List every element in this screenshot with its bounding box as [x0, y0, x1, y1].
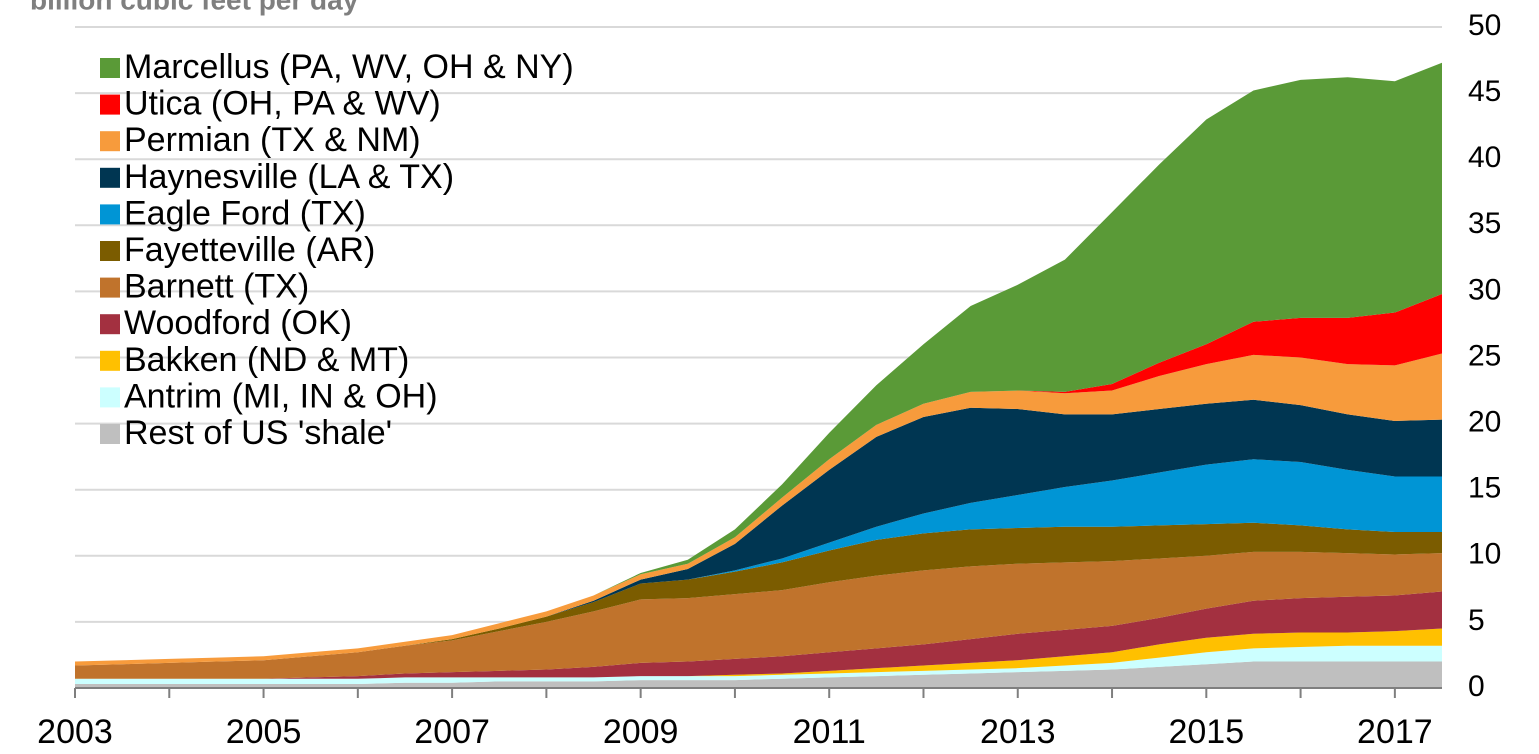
y-tick-label: 35 [1468, 207, 1501, 240]
legend-label: Rest of US 'shale' [124, 414, 392, 452]
y-tick-label: 20 [1468, 406, 1501, 439]
legend-label: Haynesville (LA & TX) [124, 158, 454, 196]
x-tick-label: 2017 [1357, 713, 1433, 751]
x-tick-label: 2015 [1168, 713, 1244, 751]
legend-swatch [100, 131, 120, 152]
legend-swatch [100, 277, 120, 298]
legend-label: Eagle Ford (TX) [124, 194, 366, 232]
area [75, 628, 1442, 679]
y-tick-label: 30 [1468, 273, 1501, 306]
y-tick-label: 40 [1468, 141, 1501, 174]
legend-label: Utica (OH, PA & WV) [124, 85, 441, 123]
legend-swatch [100, 314, 120, 335]
x-tick-label: 2007 [414, 713, 490, 751]
legend-swatch [100, 241, 120, 261]
y-tick-label: 50 [1468, 9, 1501, 42]
area [75, 62, 1442, 662]
legend-label: Barnett (TX) [124, 268, 309, 306]
area [75, 645, 1442, 685]
area [75, 353, 1442, 666]
legend-swatch [100, 424, 120, 444]
legend-label: Fayetteville (AR) [124, 231, 375, 269]
x-tick-label: 2013 [980, 713, 1056, 751]
area [75, 661, 1442, 688]
y-tick-label: 5 [1468, 604, 1485, 637]
x-tick-label: 2005 [226, 713, 302, 751]
x-tick-label: 2003 [37, 713, 113, 751]
y-tick-label: 10 [1468, 538, 1501, 571]
areas [75, 62, 1442, 688]
legend: Marcellus (PA, WV, OH & NY)Utica (OH, PA… [100, 48, 574, 452]
area [75, 551, 1442, 679]
area [75, 591, 1442, 679]
y-tick-label: 0 [1468, 670, 1485, 703]
grid [75, 26, 1442, 623]
legend-label: Marcellus (PA, WV, OH & NY) [124, 48, 574, 86]
y-tick-label: 25 [1468, 339, 1501, 372]
area [75, 399, 1442, 666]
area [75, 459, 1442, 666]
legend-swatch [100, 167, 120, 188]
legend-label: Permian (TX & NM) [124, 121, 421, 159]
y-tick-label: 45 [1468, 75, 1501, 108]
area [75, 522, 1442, 666]
legend-swatch [100, 387, 120, 408]
area [75, 294, 1442, 662]
legend-swatch [100, 204, 120, 225]
y-tick-label: 15 [1468, 472, 1501, 505]
legend-swatch [100, 94, 120, 115]
legend-swatch [100, 58, 120, 78]
chart-subtitle: billion cubic feet per day [30, 0, 359, 15]
axes: 0 5 10 15 20 25 30 35 40 45 50 2003 2005 2007 2009 2011… [37, 9, 1501, 751]
x-tick-label: 2011 [793, 713, 866, 751]
legend-swatch [100, 350, 120, 371]
legend-label: Bakken (ND & MT) [124, 341, 409, 379]
x-tick-label: 2009 [603, 713, 679, 751]
legend-label: Antrim (MI, IN & OH) [124, 377, 438, 415]
legend-label: Woodford (OK) [124, 304, 352, 342]
